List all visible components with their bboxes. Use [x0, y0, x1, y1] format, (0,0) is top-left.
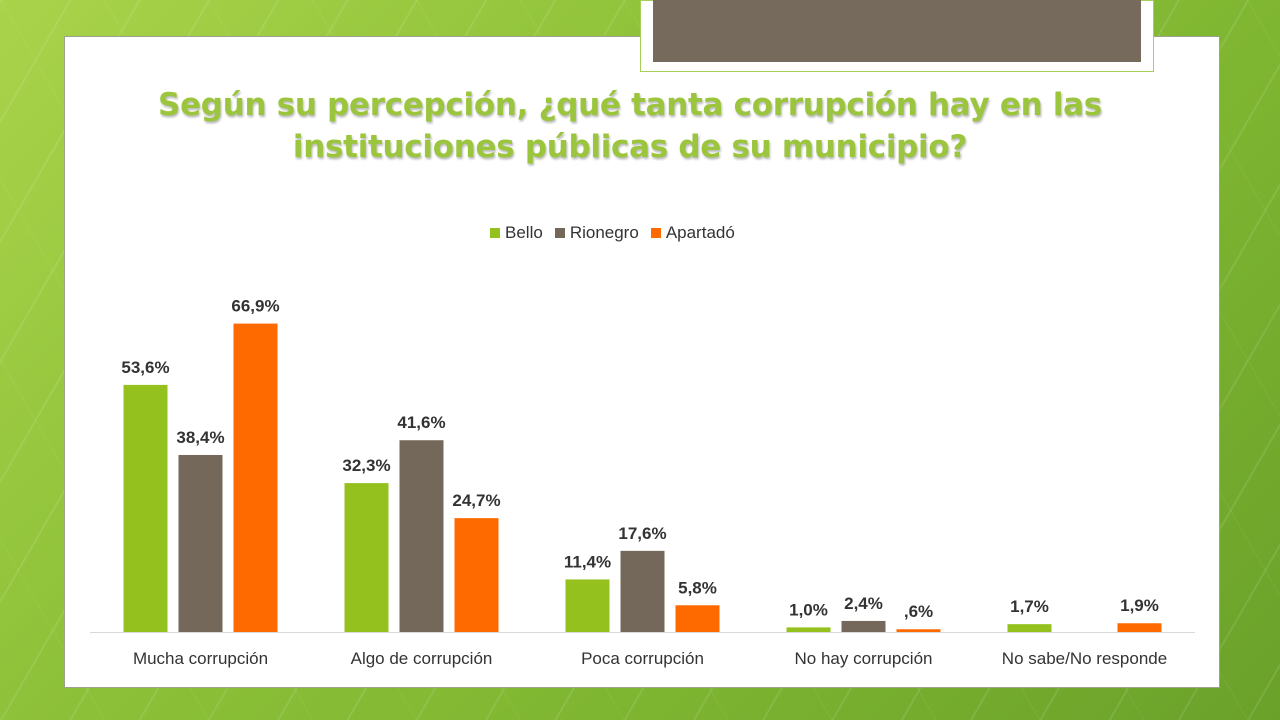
chart-legend: Bello Rionegro Apartadó: [490, 223, 735, 243]
bar-rionegro-3: [841, 620, 886, 632]
data-label-apartad-4: 1,9%: [1120, 596, 1159, 615]
data-label-apartad-1: 24,7%: [452, 491, 500, 510]
bar-apartad-0: [233, 323, 278, 632]
bar-rionegro-1: [399, 440, 444, 632]
legend-label-bello: Bello: [505, 223, 543, 242]
bar-bello-1: [344, 483, 389, 632]
data-label-bello-1: 32,3%: [342, 456, 390, 475]
legend-swatch-rionegro: [554, 228, 565, 238]
category-label-1: Algo de corrupción: [351, 649, 493, 668]
category-label-0: Mucha corrupción: [133, 649, 268, 668]
chart-title: Según su percepción, ¿qué tanta corrupci…: [158, 87, 1102, 165]
legend-item-apartado: Apartadó: [650, 223, 735, 243]
data-label-bello-0: 53,6%: [121, 358, 169, 377]
category-label-3: No hay corrupción: [795, 649, 933, 668]
data-label-bello-4: 1,7%: [1010, 597, 1049, 616]
category-label-2: Poca corrupción: [581, 649, 704, 668]
header-tab-fill: [653, 0, 1141, 62]
bar-rionegro-2: [620, 550, 665, 632]
legend-label-rionegro: Rionegro: [569, 223, 639, 242]
bar-apartad-2: [675, 605, 720, 632]
legend-swatch-bello: [490, 228, 500, 238]
bar-apartad-3: [896, 629, 941, 632]
data-label-bello-2: 11,4%: [564, 552, 611, 571]
data-label-rionegro-3: 2,4%: [844, 594, 883, 613]
bar-bello-4: [1007, 624, 1052, 632]
bar-bello-3: [786, 627, 831, 632]
data-label-apartad-3: ,6%: [904, 602, 933, 621]
bar-apartad-4: [1117, 623, 1162, 632]
data-label-rionegro-1: 41,6%: [397, 413, 445, 432]
legend-swatch-apartado: [650, 228, 661, 238]
data-label-apartad-0: 66,9%: [231, 297, 279, 316]
category-label-4: No sabe/No responde: [1002, 649, 1167, 668]
legend-label-apartado: Apartadó: [665, 223, 735, 242]
data-label-rionegro-2: 17,6%: [618, 524, 666, 543]
bar-bello-2: [565, 579, 610, 632]
data-label-bello-3: 1,0%: [789, 600, 828, 619]
bar-apartad-1: [454, 518, 499, 632]
bar-bello-0: [123, 384, 168, 632]
bar-rionegro-0: [178, 454, 223, 632]
data-label-rionegro-0: 38,4%: [176, 428, 224, 447]
data-label-apartad-2: 5,8%: [678, 578, 717, 597]
legend-item-bello: Bello: [490, 223, 543, 243]
legend-item-rionegro: Rionegro: [554, 223, 639, 243]
